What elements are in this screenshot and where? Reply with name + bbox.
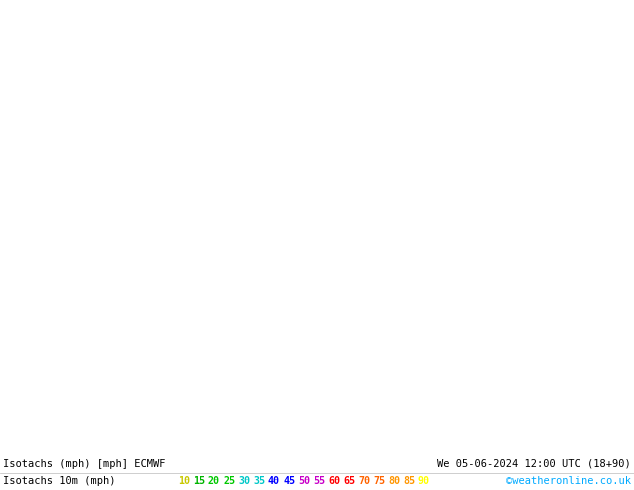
Text: 15: 15 [193,476,205,486]
Text: 40: 40 [268,476,280,486]
Text: Isotachs 10m (mph): Isotachs 10m (mph) [3,476,115,486]
Text: 85: 85 [403,476,415,486]
Text: 10: 10 [178,476,190,486]
Text: 20: 20 [208,476,220,486]
Text: ©weatheronline.co.uk: ©weatheronline.co.uk [506,476,631,486]
Text: We 05-06-2024 12:00 UTC (18+90): We 05-06-2024 12:00 UTC (18+90) [437,459,631,469]
Text: 35: 35 [253,476,265,486]
Text: 55: 55 [313,476,325,486]
Text: 65: 65 [343,476,355,486]
Text: 60: 60 [328,476,340,486]
Text: 70: 70 [358,476,370,486]
Text: 45: 45 [283,476,295,486]
Text: 90: 90 [418,476,430,486]
Text: Isotachs (mph) [mph] ECMWF: Isotachs (mph) [mph] ECMWF [3,459,165,469]
Text: 30: 30 [238,476,250,486]
Text: 50: 50 [298,476,310,486]
Text: 80: 80 [388,476,400,486]
Text: 25: 25 [223,476,235,486]
Text: 75: 75 [373,476,385,486]
